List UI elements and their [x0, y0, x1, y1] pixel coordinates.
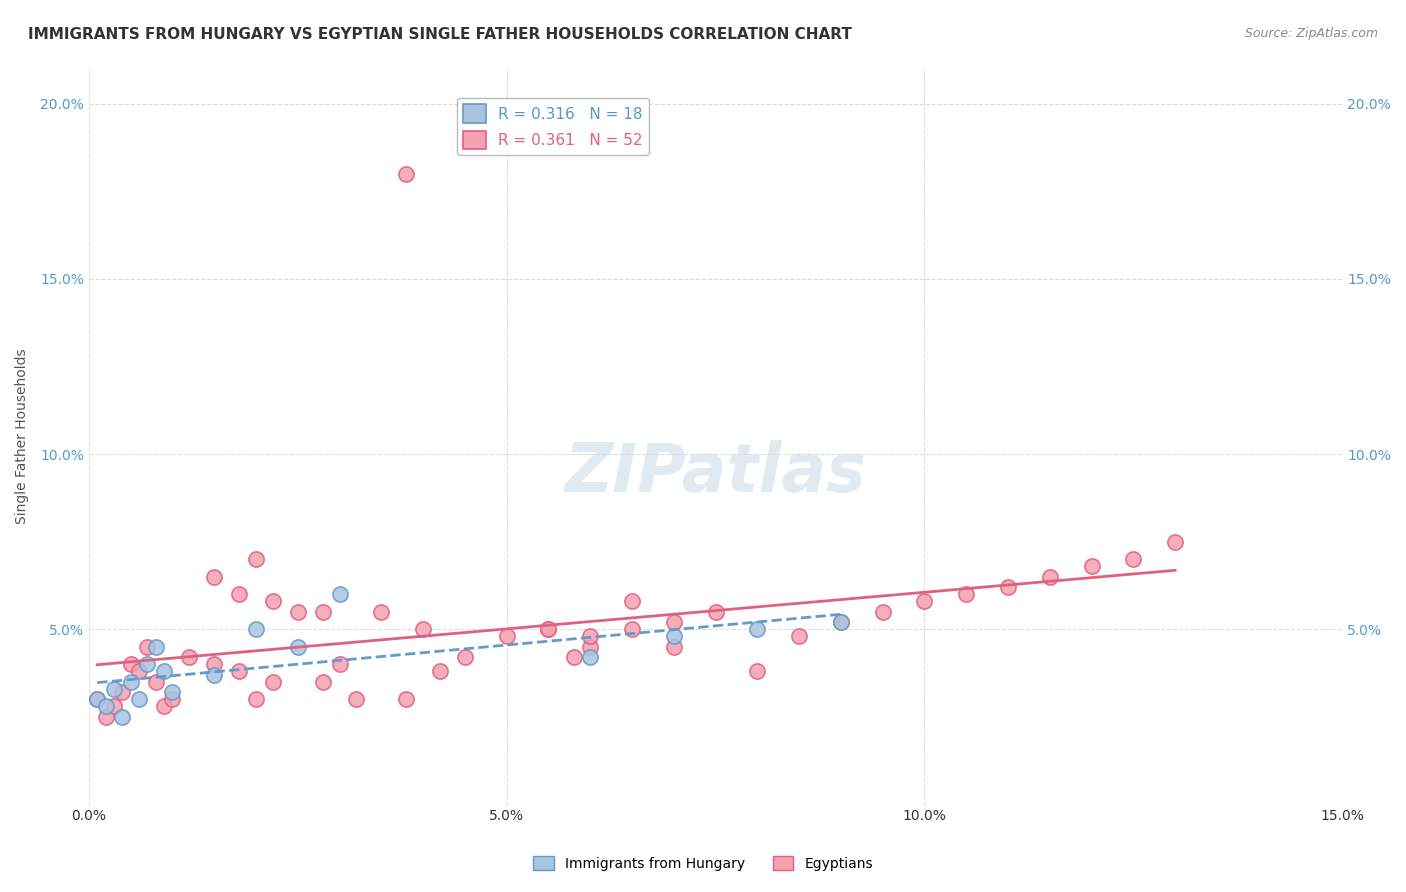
Egyptians	[662, 640, 685, 654]
Egyptians	[328, 657, 350, 672]
Text: Source: ZipAtlas.com: Source: ZipAtlas.com	[1244, 27, 1378, 40]
Egyptians	[914, 594, 936, 608]
Egyptians	[162, 692, 184, 706]
Egyptians	[662, 615, 685, 630]
Egyptians	[111, 685, 134, 699]
Egyptians	[1080, 559, 1102, 574]
Immigrants from Hungary	[111, 710, 134, 724]
Egyptians	[312, 605, 335, 619]
Immigrants from Hungary	[145, 640, 167, 654]
Egyptians	[153, 699, 176, 714]
Egyptians	[830, 615, 852, 630]
Egyptians	[579, 629, 602, 643]
Egyptians	[287, 605, 309, 619]
Text: IMMIGRANTS FROM HUNGARY VS EGYPTIAN SINGLE FATHER HOUSEHOLDS CORRELATION CHART: IMMIGRANTS FROM HUNGARY VS EGYPTIAN SING…	[28, 27, 852, 42]
Egyptians	[1164, 534, 1187, 549]
Immigrants from Hungary	[153, 665, 176, 679]
Egyptians	[704, 605, 727, 619]
Egyptians	[495, 629, 517, 643]
Immigrants from Hungary	[86, 692, 108, 706]
Immigrants from Hungary	[328, 587, 350, 601]
Egyptians	[537, 623, 560, 637]
Egyptians	[145, 675, 167, 690]
Immigrants from Hungary	[103, 681, 125, 696]
Immigrants from Hungary	[202, 668, 225, 682]
Egyptians	[128, 665, 150, 679]
Egyptians	[454, 650, 477, 665]
Text: ZIPatlas: ZIPatlas	[565, 441, 866, 507]
Immigrants from Hungary	[120, 675, 142, 690]
Egyptians	[872, 605, 894, 619]
Immigrants from Hungary	[747, 623, 769, 637]
Legend: Immigrants from Hungary, Egyptians: Immigrants from Hungary, Egyptians	[527, 850, 879, 876]
Egyptians	[787, 629, 810, 643]
Egyptians	[562, 650, 585, 665]
Immigrants from Hungary	[830, 615, 852, 630]
Egyptians	[103, 699, 125, 714]
Egyptians	[245, 692, 267, 706]
Immigrants from Hungary	[579, 650, 602, 665]
Immigrants from Hungary	[128, 692, 150, 706]
Y-axis label: Single Father Households: Single Father Households	[15, 349, 30, 524]
Egyptians	[395, 692, 418, 706]
Egyptians	[579, 640, 602, 654]
Egyptians	[997, 580, 1019, 594]
Egyptians	[120, 657, 142, 672]
Egyptians	[412, 623, 434, 637]
Egyptians	[370, 605, 392, 619]
Egyptians	[1039, 570, 1062, 584]
Immigrants from Hungary	[136, 657, 159, 672]
Egyptians	[620, 594, 643, 608]
Egyptians	[94, 710, 117, 724]
Egyptians	[228, 665, 250, 679]
Legend: R = 0.316   N = 18, R = 0.361   N = 52: R = 0.316 N = 18, R = 0.361 N = 52	[457, 98, 648, 155]
Egyptians	[262, 675, 284, 690]
Immigrants from Hungary	[662, 629, 685, 643]
Egyptians	[262, 594, 284, 608]
Egyptians	[245, 552, 267, 566]
Egyptians	[537, 623, 560, 637]
Egyptians	[228, 587, 250, 601]
Egyptians	[179, 650, 201, 665]
Egyptians	[202, 570, 225, 584]
Egyptians	[344, 692, 367, 706]
Egyptians	[312, 675, 335, 690]
Egyptians	[202, 657, 225, 672]
Egyptians	[620, 623, 643, 637]
Immigrants from Hungary	[94, 699, 117, 714]
Egyptians	[86, 692, 108, 706]
Egyptians	[747, 665, 769, 679]
Immigrants from Hungary	[162, 685, 184, 699]
Egyptians	[955, 587, 977, 601]
Egyptians	[429, 665, 451, 679]
Immigrants from Hungary	[245, 623, 267, 637]
Egyptians	[1122, 552, 1144, 566]
Egyptians	[136, 640, 159, 654]
Immigrants from Hungary	[287, 640, 309, 654]
Egyptians	[395, 167, 418, 181]
